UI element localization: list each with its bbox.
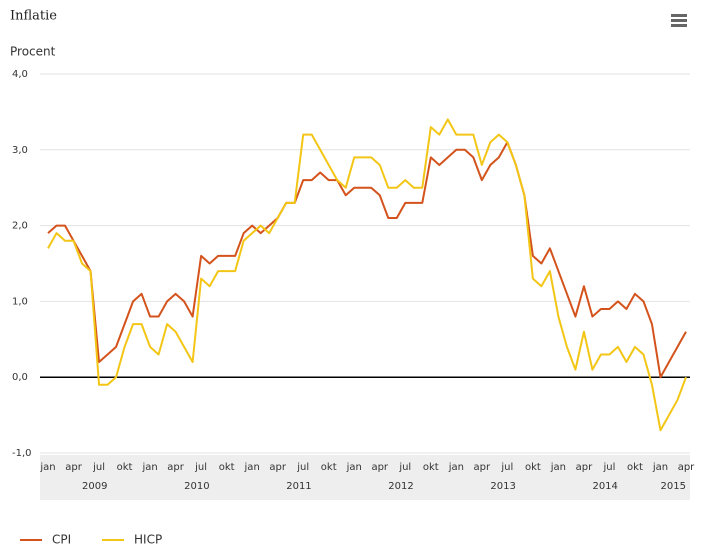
y-tick-label: 4,0	[12, 69, 28, 80]
x-tick-label: jan	[244, 462, 260, 473]
menu-bar	[671, 24, 687, 27]
x-tick-label: jan	[448, 462, 464, 473]
series-line	[47, 118, 687, 432]
legend-label: CPI	[52, 533, 71, 547]
x-tick-label: jan	[550, 462, 566, 473]
x-year-label: 2012	[388, 481, 413, 492]
x-tick-label: apr	[269, 462, 286, 473]
x-tick-label: jan	[141, 462, 157, 473]
x-year-label: 2010	[184, 481, 209, 492]
x-tick-label: jan	[39, 462, 55, 473]
x-tick-label: jul	[602, 462, 615, 473]
x-tick-label: jul	[398, 462, 411, 473]
y-tick-label: -1,0	[12, 448, 32, 459]
x-tick-label: okt	[627, 462, 643, 473]
menu-bar	[671, 14, 687, 17]
x-tick-label: okt	[525, 462, 541, 473]
series-line	[47, 141, 687, 379]
x-tick-label: apr	[167, 462, 184, 473]
x-tick-label: okt	[117, 462, 133, 473]
y-axis-label: Procent	[10, 45, 56, 59]
x-tick-label: jul	[500, 462, 513, 473]
x-tick-label: jul	[296, 462, 309, 473]
chart-title: Inflatie	[10, 9, 57, 24]
y-tick-label: 1,0	[12, 296, 28, 307]
y-tick-label: 2,0	[12, 221, 28, 232]
x-tick-label: okt	[423, 462, 439, 473]
menu-button[interactable]	[668, 10, 690, 30]
x-tick-label: apr	[474, 462, 491, 473]
x-tick-label: jul	[92, 462, 105, 473]
x-tick-label: jul	[194, 462, 207, 473]
x-tick-label: apr	[371, 462, 388, 473]
x-tick-label: apr	[576, 462, 593, 473]
y-tick-label: 3,0	[12, 145, 28, 156]
x-year-label: 2009	[82, 481, 107, 492]
x-year-label: 2014	[592, 481, 617, 492]
x-year-label: 2015	[661, 481, 686, 492]
y-tick-label: 0,0	[12, 372, 28, 383]
x-tick-label: apr	[65, 462, 82, 473]
x-tick-label: okt	[219, 462, 235, 473]
x-tick-label: apr	[678, 462, 695, 473]
x-year-label: 2011	[286, 481, 311, 492]
menu-bar	[671, 19, 687, 22]
x-tick-label: jan	[652, 462, 668, 473]
x-tick-label: jan	[346, 462, 362, 473]
x-year-label: 2013	[490, 481, 515, 492]
x-tick-label: okt	[321, 462, 337, 473]
x-axis-band	[40, 455, 690, 500]
legend-label: HICP	[134, 533, 162, 547]
